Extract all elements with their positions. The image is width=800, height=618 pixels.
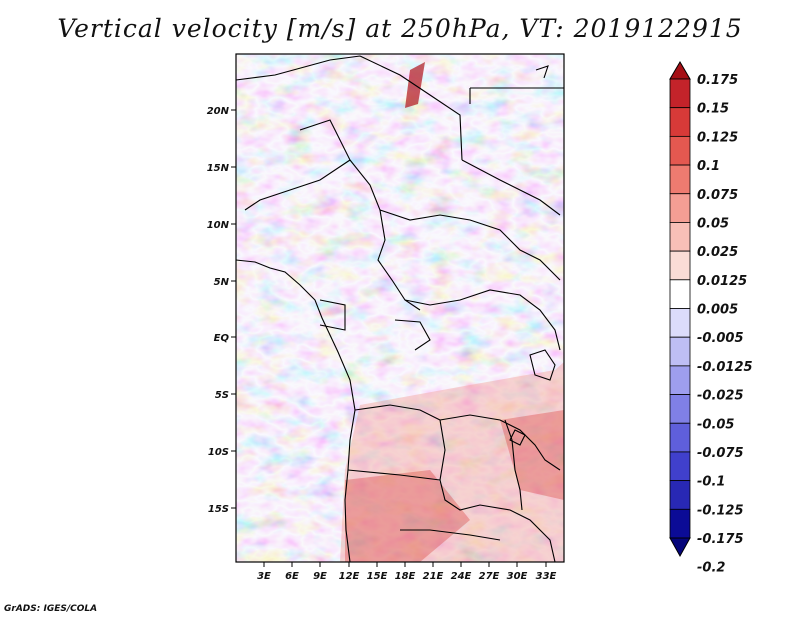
colorbar-level-label: -0.0125: [697, 360, 753, 375]
colorbar-level-label: 0.125: [697, 130, 738, 145]
colorbar-level-label: -0.05: [697, 417, 734, 432]
lon-label-30e: 30E: [507, 571, 528, 582]
lon-label-27e: 27E: [479, 571, 500, 582]
colorbar-level-label: 0.025: [697, 245, 738, 260]
colorbar-segment: [669, 279, 691, 309]
lon-label-15e: 15E: [367, 571, 388, 582]
lat-label-eq: EQ: [214, 333, 230, 344]
colorbar-level-label: -0.125: [697, 503, 744, 518]
colorbar-segment: [669, 308, 691, 338]
lat-label-15s: 15S: [208, 504, 229, 515]
lon-label-24e: 24E: [451, 571, 472, 582]
colorbar-segment: [669, 336, 691, 367]
lat-label-5s: 5S: [215, 390, 229, 401]
colorbar-level-label: 0.15: [697, 102, 729, 117]
colorbar-segment: [669, 135, 691, 166]
colorbar-level-label: 0.1: [697, 159, 720, 174]
colorbar-top-arrow: [669, 61, 691, 80]
colorbar-bottom-arrow: [669, 537, 691, 558]
lon-label-9e: 9E: [313, 571, 327, 582]
colorbar-segment: [669, 107, 691, 137]
colorbar-level-label: -0.005: [697, 331, 744, 346]
colorbar-segment: [669, 422, 691, 453]
colorbar-segment: [669, 164, 691, 195]
lon-label-12e: 12E: [339, 571, 360, 582]
lat-label-10s: 10S: [208, 447, 229, 458]
colorbar-segment: [669, 365, 691, 395]
lon-label-3e: 3E: [257, 571, 271, 582]
colorbar-segment: [669, 508, 691, 539]
colorbar-segment: [669, 451, 691, 482]
colorbar-segment: [669, 394, 691, 424]
colorbar-level-label: 0.175: [697, 73, 738, 88]
credit-text: GrADS: IGES/COLA: [4, 604, 98, 614]
lat-label-10n: 10N: [207, 220, 230, 231]
colorbar-segment: [669, 193, 691, 223]
lon-axis: 3E 6E 9E 12E 15E 18E 21E 24E 27E 30E 33E: [257, 562, 557, 582]
lat-label-15n: 15N: [207, 163, 230, 174]
colorbar-segment: [669, 222, 691, 252]
colorbar-level-label: -0.025: [697, 389, 744, 404]
colorbar-level-label: 0.05: [697, 216, 729, 231]
colorbar-level-label: -0.2: [697, 561, 725, 576]
colorbar-level-label: 0.0125: [697, 274, 747, 289]
lat-label-5n: 5N: [214, 277, 230, 288]
colorbar-level-label: 0.005: [697, 303, 738, 318]
colorbar-level-label: -0.075: [697, 446, 744, 461]
colorbar-level-label: 0.075: [697, 188, 738, 203]
lon-label-18e: 18E: [395, 571, 416, 582]
lat-label-20n: 20N: [207, 106, 230, 117]
colorbar-level-label: -0.1: [697, 475, 725, 490]
colorbar-segment: [669, 480, 691, 510]
colorbar-segment: [669, 250, 691, 281]
lon-label-33e: 33E: [536, 571, 557, 582]
country-borders: [235, 55, 564, 563]
map-panel: [235, 53, 565, 563]
colorbar: 0.175 0.15 0.125 0.1 0.075 0.05 0.025 0.0125 0.0…: [669, 61, 753, 576]
chart-title: Vertical velocity [m/s] at 250hPa, VT: 2…: [57, 14, 743, 43]
lon-label-21e: 21E: [423, 571, 444, 582]
colorbar-level-label: -0.175: [697, 532, 744, 547]
lat-axis: 20N 15N 10N 5N EQ 5S 10S 15S: [207, 106, 236, 515]
colorbar-segment: [669, 78, 691, 109]
lon-label-6e: 6E: [285, 571, 299, 582]
